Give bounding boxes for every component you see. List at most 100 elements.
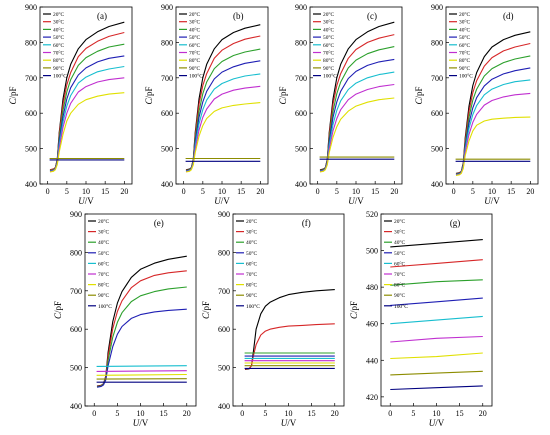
legend-entry: 70°C (98, 271, 110, 278)
x-tick-label: 20 (526, 187, 534, 196)
x-tick-label: 5 (411, 409, 415, 418)
y-tick-label: 420 (366, 393, 378, 402)
x-tick-label: 10 (218, 187, 226, 196)
y-axis-unit: /pF (53, 301, 63, 313)
y-tick-label: 400 (70, 402, 82, 411)
x-axis-variable: U (78, 196, 85, 206)
legend-entry: 100°C (323, 73, 337, 80)
y-tick-label: 900 (25, 3, 37, 12)
x-axis-label: U/V (429, 418, 445, 428)
y-tick-label: 900 (218, 210, 230, 219)
x-tick-label: 5 (335, 187, 339, 196)
x-tick-label: 10 (488, 187, 496, 196)
y-axis-unit: /pF (414, 86, 424, 98)
x-axis-label: U/V (133, 418, 149, 428)
legend-entry: 20°C (98, 218, 110, 225)
x-axis-unit: /V (287, 418, 297, 428)
y-tick-label: 500 (431, 145, 443, 154)
y-tick-label: 400 (25, 180, 37, 189)
x-tick-label: 10 (352, 187, 360, 196)
y-tick-label: 800 (25, 38, 37, 47)
x-tick-label: 10 (433, 409, 441, 418)
panel-label: (b) (233, 11, 244, 21)
x-tick-label: 15 (101, 187, 109, 196)
x-tick-label: 15 (160, 409, 168, 418)
x-tick-label: 5 (263, 409, 267, 418)
y-tick-label: 700 (431, 74, 443, 83)
x-axis-variable: U (281, 418, 288, 428)
legend-entry: 80°C (53, 57, 65, 64)
y-axis-unit: /pF (144, 86, 154, 98)
y-tick-label: 700 (295, 74, 307, 83)
y-axis-variable: C (53, 312, 63, 319)
legend-entry: 70°C (246, 271, 258, 278)
series-line (96, 365, 187, 367)
y-axis-unit: /pF (201, 301, 211, 313)
panel-label: (f) (302, 218, 311, 228)
chart-panel: 0 5 10 15 20400500600700800900U/VC/pF20°C30°… (53, 210, 197, 428)
series-line (96, 308, 187, 388)
series-line (390, 315, 483, 325)
legend-entry: 20°C (459, 11, 471, 18)
legend-entry: 30°C (323, 19, 335, 26)
legend-entry: 40°C (459, 26, 471, 33)
legend-entry: 40°C (189, 26, 201, 33)
y-tick-label: 900 (295, 3, 307, 12)
y-axis-label: C/pF (144, 86, 154, 104)
y-tick-label: 900 (431, 3, 443, 12)
legend-entry: 90°C (246, 292, 258, 299)
legend-entry: 70°C (459, 50, 471, 57)
chart-panel: 0 5 10 15 20400500600700800900U/VC/pF20°C30°… (8, 3, 133, 206)
x-tick-label: 0 (452, 187, 456, 196)
legend-entry: 30°C (246, 229, 258, 236)
legend-entry: 90°C (189, 65, 201, 72)
y-axis-variable: C (414, 98, 424, 105)
y-axis-label: C/pF (8, 86, 18, 104)
series-line (244, 323, 335, 370)
legend-entry: 60°C (53, 42, 65, 49)
legend-entry: 40°C (98, 239, 110, 246)
y-tick-label: 600 (295, 109, 307, 118)
x-axis-variable: U (133, 418, 140, 428)
legend-entry: 70°C (189, 50, 201, 57)
x-tick-label: 15 (371, 187, 379, 196)
legend-entry: 70°C (394, 271, 406, 278)
y-tick-label: 900 (70, 210, 82, 219)
panel-label: (c) (367, 11, 377, 21)
x-axis-label: U/V (484, 196, 500, 206)
series-line (185, 102, 261, 173)
x-axis-unit: /V (221, 196, 231, 206)
chart-panel: 0 5 10 15 20400500600700800900U/VC/pF20°C30°… (201, 210, 345, 428)
legend-entry: 40°C (246, 239, 258, 246)
x-tick-label: 5 (65, 187, 69, 196)
series-line (390, 259, 483, 268)
x-axis-variable: U (214, 196, 221, 206)
legend-entry: 80°C (394, 282, 406, 289)
y-tick-label: 600 (431, 109, 443, 118)
x-tick-label: 5 (201, 187, 205, 196)
x-axis-unit: /V (435, 418, 445, 428)
x-axis-label: U/V (78, 196, 94, 206)
x-tick-label: 15 (237, 187, 245, 196)
legend-entry: 50°C (98, 250, 110, 257)
legend-entry: 50°C (246, 250, 258, 257)
legend-entry: 90°C (394, 292, 406, 299)
y-axis-label: C/pF (349, 301, 359, 319)
y-tick-label: 500 (218, 364, 230, 373)
series-line (390, 279, 483, 286)
y-tick-label: 800 (161, 38, 173, 47)
x-tick-label: 0 (240, 409, 244, 418)
y-tick-label: 800 (295, 38, 307, 47)
y-tick-label: 440 (366, 356, 378, 365)
y-axis-label: C/pF (278, 86, 288, 104)
y-tick-label: 800 (70, 248, 82, 257)
y-tick-label: 900 (161, 3, 173, 12)
legend-entry: 90°C (98, 292, 110, 299)
x-tick-label: 15 (456, 409, 464, 418)
legend-entry: 80°C (459, 57, 471, 64)
series-line (96, 373, 187, 376)
x-tick-label: 0 (182, 187, 186, 196)
legend-entry: 50°C (394, 250, 406, 257)
legend-entry: 20°C (246, 218, 258, 225)
